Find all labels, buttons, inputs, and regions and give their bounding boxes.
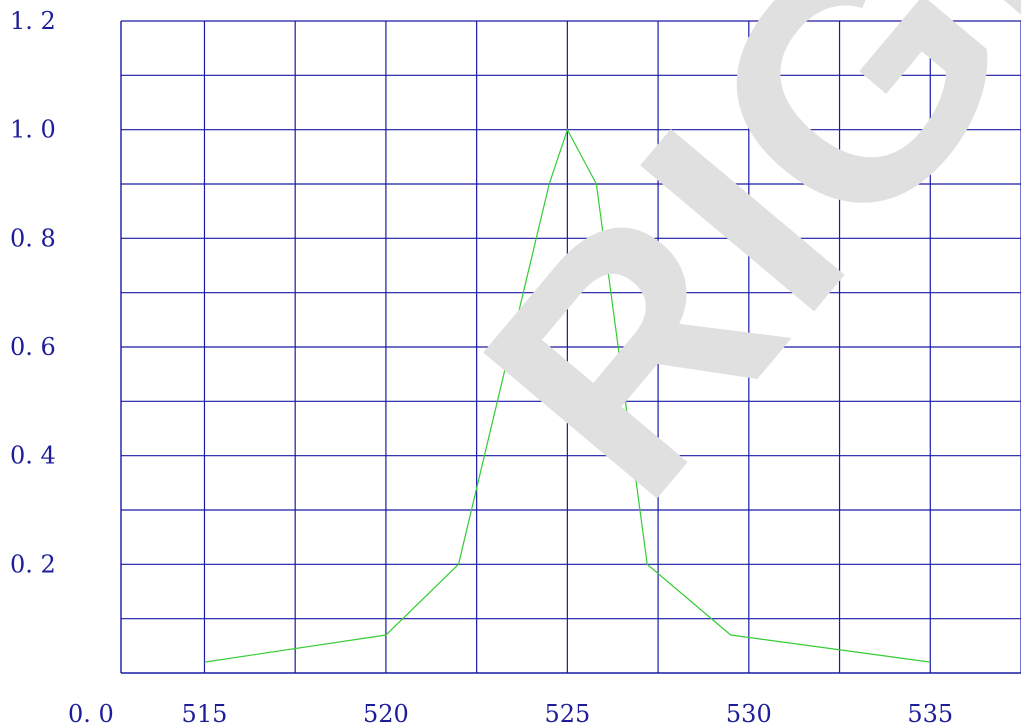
y-tick-label: 0. 4 (10, 442, 56, 470)
series-line (204, 128, 931, 663)
x-tick-label: 515 (182, 700, 228, 727)
x-tick-label: 530 (726, 700, 772, 727)
y-tick-label: 0. 6 (10, 333, 56, 361)
y-tick-label: 1. 0 (10, 116, 56, 144)
y-tick-label: 0. 0 (68, 700, 114, 727)
x-tick-label: 525 (544, 700, 590, 727)
x-axis-ticks: 515 520 525 530 535 (182, 700, 954, 727)
y-tick-label: 0. 8 (10, 224, 56, 252)
y-tick-label: 0. 2 (10, 550, 56, 578)
series-layer (204, 128, 931, 663)
x-tick-label: 520 (363, 700, 409, 727)
y-tick-label: 1. 2 (10, 7, 56, 35)
grid (120, 20, 1021, 674)
y-axis-ticks: 0. 0 0. 2 0. 4 0. 6 0. 8 1. 0 1. 2 (10, 7, 114, 727)
x-tick-label: 535 (907, 700, 953, 727)
